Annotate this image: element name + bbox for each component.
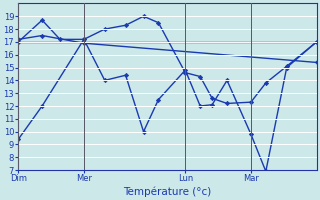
X-axis label: Température (°c): Température (°c) [123, 186, 212, 197]
